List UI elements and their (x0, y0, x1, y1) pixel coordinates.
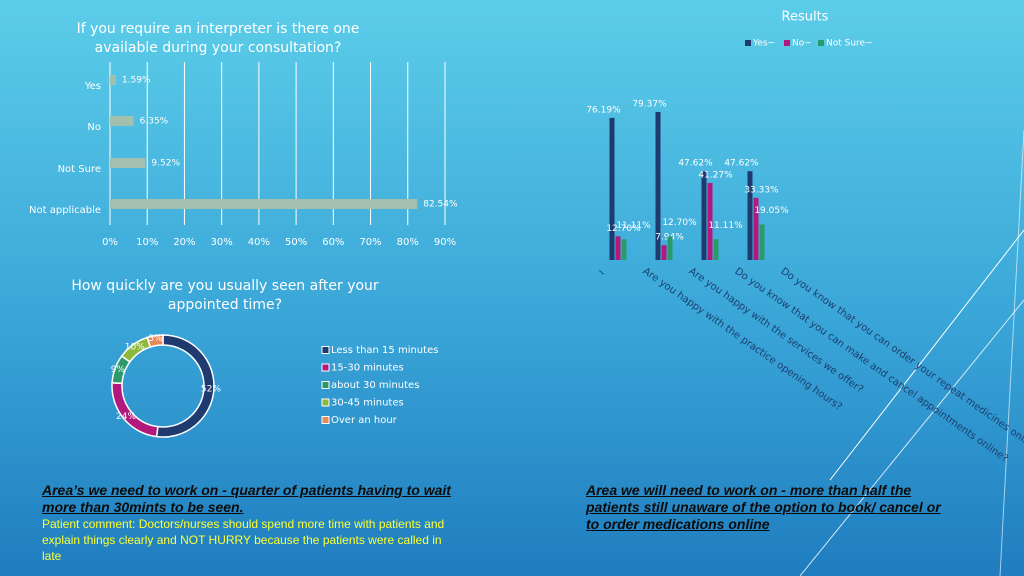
legend-label: 15-30 minutes (331, 363, 404, 374)
bar (110, 158, 146, 168)
legend-label: about 30 minutes (331, 380, 419, 391)
x-tick-label: 30% (211, 237, 233, 248)
legend-swatch (818, 40, 824, 46)
data-label: 9.52% (151, 159, 180, 169)
data-label: 12.70% (662, 218, 697, 228)
donut-segment (146, 334, 164, 348)
bar (110, 75, 116, 85)
x-tick-label: 10% (136, 237, 158, 248)
bar (747, 171, 753, 260)
legend-label: Yes~ (752, 39, 775, 49)
y-tick-label: No (87, 122, 101, 133)
chart-title: How quickly are you usually seen after y… (71, 278, 379, 313)
data-label: 24% (116, 412, 136, 422)
y-tick-label: Not applicable (29, 205, 101, 216)
x-tick-label: ~ (595, 266, 608, 280)
bar (621, 239, 627, 260)
data-label: 11.11% (708, 221, 743, 231)
note-heading: Area we will need to work on - more than… (586, 482, 941, 532)
donut-segment (111, 382, 159, 438)
legend-swatch (745, 40, 751, 46)
note-body: Patient comment: Doctors/nurses should s… (42, 517, 445, 563)
x-tick-label: 40% (248, 237, 270, 248)
legend-label: Less than 15 minutes (331, 345, 438, 356)
legend-swatch (321, 346, 330, 354)
decor-line (829, 229, 1024, 481)
y-tick-label: Not Sure (58, 164, 101, 175)
chart-title: Results (782, 10, 829, 25)
x-tick-label: 80% (397, 237, 419, 248)
bar (759, 224, 765, 260)
x-tick-label: 20% (173, 237, 195, 248)
bar (655, 111, 661, 261)
data-label: 11.11% (616, 221, 651, 231)
note: Area’s we need to work on - quarter of p… (42, 482, 462, 564)
bar (609, 117, 615, 261)
legend-label: 30-45 minutes (331, 398, 404, 409)
data-label: 47.62% (678, 159, 713, 169)
data-label: 9% (111, 365, 126, 375)
x-tick-label: 0% (102, 237, 118, 248)
x-tick-label: 60% (322, 237, 344, 248)
x-tick-label: 90% (434, 237, 456, 248)
bar (615, 236, 621, 260)
decor-lines (799, 129, 1024, 576)
data-label: 1.59% (122, 76, 151, 86)
data-label: 52% (201, 385, 221, 395)
data-label: 76.19% (586, 105, 621, 115)
legend-swatch (784, 40, 790, 46)
x-tick-label: 70% (359, 237, 381, 248)
data-label: 12.70% (606, 224, 641, 234)
legend-swatch (321, 416, 330, 424)
data-label: 41.27% (698, 171, 733, 181)
legend-swatch (321, 398, 330, 407)
bar (753, 197, 759, 260)
bar (701, 171, 707, 260)
legend-label: Over an hour (331, 415, 398, 426)
y-tick-label: Yes (84, 81, 101, 92)
data-label: 82.54% (423, 200, 458, 210)
chart-title: If you require an interpreter is there o… (76, 21, 360, 56)
data-label: 33.33% (744, 185, 779, 195)
data-label: 79.37% (632, 99, 667, 109)
decor-line (799, 299, 1024, 576)
legend-swatch (321, 381, 330, 389)
x-tick-label: 50% (285, 237, 307, 248)
data-label: 19.05% (754, 206, 789, 216)
bar (110, 116, 134, 126)
data-label: 6.35% (140, 117, 169, 127)
bar (110, 199, 418, 209)
legend-label: Not Sure~ (826, 39, 873, 49)
legend-swatch (321, 363, 330, 372)
note-heading: Area’s we need to work on - quarter of p… (42, 482, 451, 515)
bar (661, 245, 667, 260)
bar (707, 183, 713, 260)
note: Area we will need to work on - more than… (586, 482, 956, 533)
data-label: 10% (125, 343, 145, 353)
legend-label: No~ (792, 39, 812, 49)
x-tick-label: Are you happy with the services we offer… (687, 266, 865, 396)
data-label: 47.62% (724, 159, 759, 169)
decor-line (999, 129, 1024, 576)
bar (713, 239, 719, 260)
data-label: 5% (148, 334, 163, 344)
bar (667, 236, 673, 260)
